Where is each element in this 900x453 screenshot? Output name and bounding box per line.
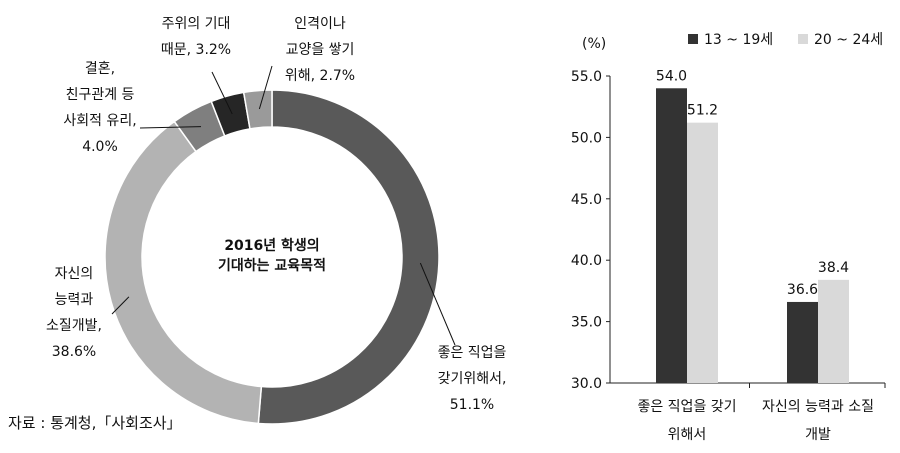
bar-value-label: 51.2	[687, 103, 718, 119]
leader-line	[211, 71, 233, 115]
leader-line	[139, 126, 202, 129]
y-tick-label: 35.0	[571, 315, 602, 331]
y-tick-label: 50.0	[571, 130, 602, 146]
legend-label: 20 ~ 24세	[814, 32, 883, 48]
bar-chart: 30.0 35.0 40.0 45.0 50.0 55.0 (%) 54.0 36.6 51.2 3…	[571, 32, 886, 443]
bar	[687, 122, 718, 383]
bar-value-label: 36.6	[787, 282, 818, 298]
source-note: 자료 : 통계청,「사회조사」	[8, 414, 182, 432]
bar	[656, 88, 687, 383]
bar	[818, 279, 849, 383]
y-tick-label: 40.0	[571, 253, 602, 269]
legend-swatch	[688, 34, 698, 44]
donut-slice	[257, 89, 440, 425]
leader-line	[258, 65, 273, 110]
x-category-label: 자신의 능력과 소질 개발	[762, 399, 874, 443]
y-tick-label: 55.0	[571, 69, 602, 85]
slice-label: 결혼, 친구관계 등 사회적 유리, 4.0%	[63, 61, 136, 155]
leader-line	[419, 262, 456, 346]
y-tick-label: 45.0	[571, 192, 602, 208]
donut-slice	[242, 89, 273, 130]
x-category-label: 좋은 직업을 갖기 위해서	[637, 399, 736, 443]
y-axis-unit: (%)	[582, 36, 606, 52]
legend-swatch	[798, 34, 808, 44]
bar-value-label: 54.0	[656, 68, 687, 84]
slice-label: 주위의 기대 때문, 3.2%	[161, 16, 231, 58]
slice-label: 자신의 능력과 소질개발, 38.6%	[46, 266, 102, 360]
bar	[787, 301, 818, 383]
legend-label: 13 ~ 19세	[704, 32, 773, 48]
y-tick-label: 30.0	[571, 376, 602, 392]
slice-label: 인격이나 교양을 쌓기 위해, 2.7%	[285, 16, 355, 84]
slice-label: 좋은 직업을 갖기위해서, 51.1%	[438, 345, 507, 413]
donut-center-title: 2016년 학생의 기대하는 교육목적	[218, 237, 326, 274]
bar-value-label: 38.4	[818, 260, 849, 276]
leader-line	[111, 296, 130, 315]
